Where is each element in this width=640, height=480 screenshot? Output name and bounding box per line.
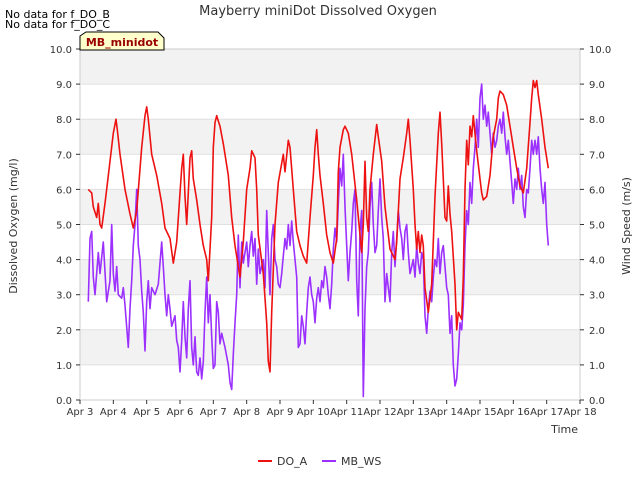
y2-tick-label: 3.0 xyxy=(589,291,605,302)
y-tick-label: 8.0 xyxy=(56,115,72,126)
y-tick-label: 3.0 xyxy=(56,291,72,302)
y2-tick-label: 0.0 xyxy=(589,396,605,407)
x-tick-label: Apr 17 xyxy=(530,407,563,418)
x-tick-label: Apr 7 xyxy=(200,407,227,418)
y-tick-label: 6.0 xyxy=(56,185,72,196)
x-tick-label: Apr 5 xyxy=(133,407,160,418)
series-layer xyxy=(87,79,550,398)
y2-tick-label: 10.0 xyxy=(589,45,611,56)
x-tick-label: Apr 14 xyxy=(430,407,463,418)
x-axis-label: Time xyxy=(550,423,578,436)
x-tick-label: Apr 6 xyxy=(167,407,194,418)
x-tick-label: Apr 11 xyxy=(330,407,363,418)
y-tick-label: 9.0 xyxy=(56,80,72,91)
y2-tick-label: 8.0 xyxy=(589,115,605,126)
background-band xyxy=(80,329,580,365)
series-line-do-a xyxy=(87,79,550,373)
y2-tick-label: 9.0 xyxy=(589,80,605,91)
chart-title: Mayberry miniDot Dissolved Oxygen xyxy=(199,4,437,19)
legend-label-mb-ws: MB_WS xyxy=(341,455,381,468)
y2-tick-label: 4.0 xyxy=(589,256,605,267)
y2-axis-label: Wind Speed (m/s) xyxy=(620,177,633,275)
note-f-do-b: No data for f_DO_B xyxy=(5,8,110,21)
y-tick-label: 5.0 xyxy=(56,221,72,232)
station-badge-box xyxy=(79,31,165,51)
x-tick-label: Apr 13 xyxy=(397,407,430,418)
y2-tick-label: 5.0 xyxy=(589,221,605,232)
background-band xyxy=(80,189,580,225)
x-tick-label: Apr 4 xyxy=(100,407,127,418)
y2-tick-label: 1.0 xyxy=(589,361,605,372)
y2-tick-label: 6.0 xyxy=(589,185,605,196)
note-f-do-c: No data for f_DO_C xyxy=(5,18,110,31)
y-tick-label: 0.0 xyxy=(56,396,72,407)
x-tick-label: Apr 12 xyxy=(363,407,396,418)
y-tick-label: 10.0 xyxy=(50,45,72,56)
axis-ticks: 0.0 0.0 1.0 1.0 2.0 2.0 3.0 3.0 4.0 4.0 5.0 5.0 6.0 6… xyxy=(50,45,612,418)
legend-label-do-a: DO_A xyxy=(277,455,308,468)
background-band xyxy=(80,259,580,295)
x-tick-label: Apr 8 xyxy=(233,407,260,418)
y-tick-label: 2.0 xyxy=(56,326,72,337)
x-tick-label: Apr 3 xyxy=(67,407,94,418)
y-tick-label: 7.0 xyxy=(56,150,72,161)
background-band xyxy=(80,49,580,85)
y-tick-label: 1.0 xyxy=(56,361,72,372)
x-tick-label: Apr 18 xyxy=(563,407,596,418)
x-tick-label: Apr 16 xyxy=(497,407,530,418)
y2-tick-label: 2.0 xyxy=(589,326,605,337)
station-badge-label: MB_minidot xyxy=(86,36,158,49)
x-tick-label: Apr 10 xyxy=(297,407,330,418)
y2-tick-label: 7.0 xyxy=(589,150,605,161)
y-tick-label: 4.0 xyxy=(56,256,72,267)
x-tick-label: Apr 9 xyxy=(267,407,294,418)
station-badge: MB_minidot xyxy=(79,31,165,51)
y-axis-label: Dissolved Oxygen (mg/l) xyxy=(7,158,20,293)
background-bands xyxy=(80,49,580,365)
x-tick-label: Apr 15 xyxy=(463,407,496,418)
legend: DO_A MB_WS xyxy=(258,455,381,468)
